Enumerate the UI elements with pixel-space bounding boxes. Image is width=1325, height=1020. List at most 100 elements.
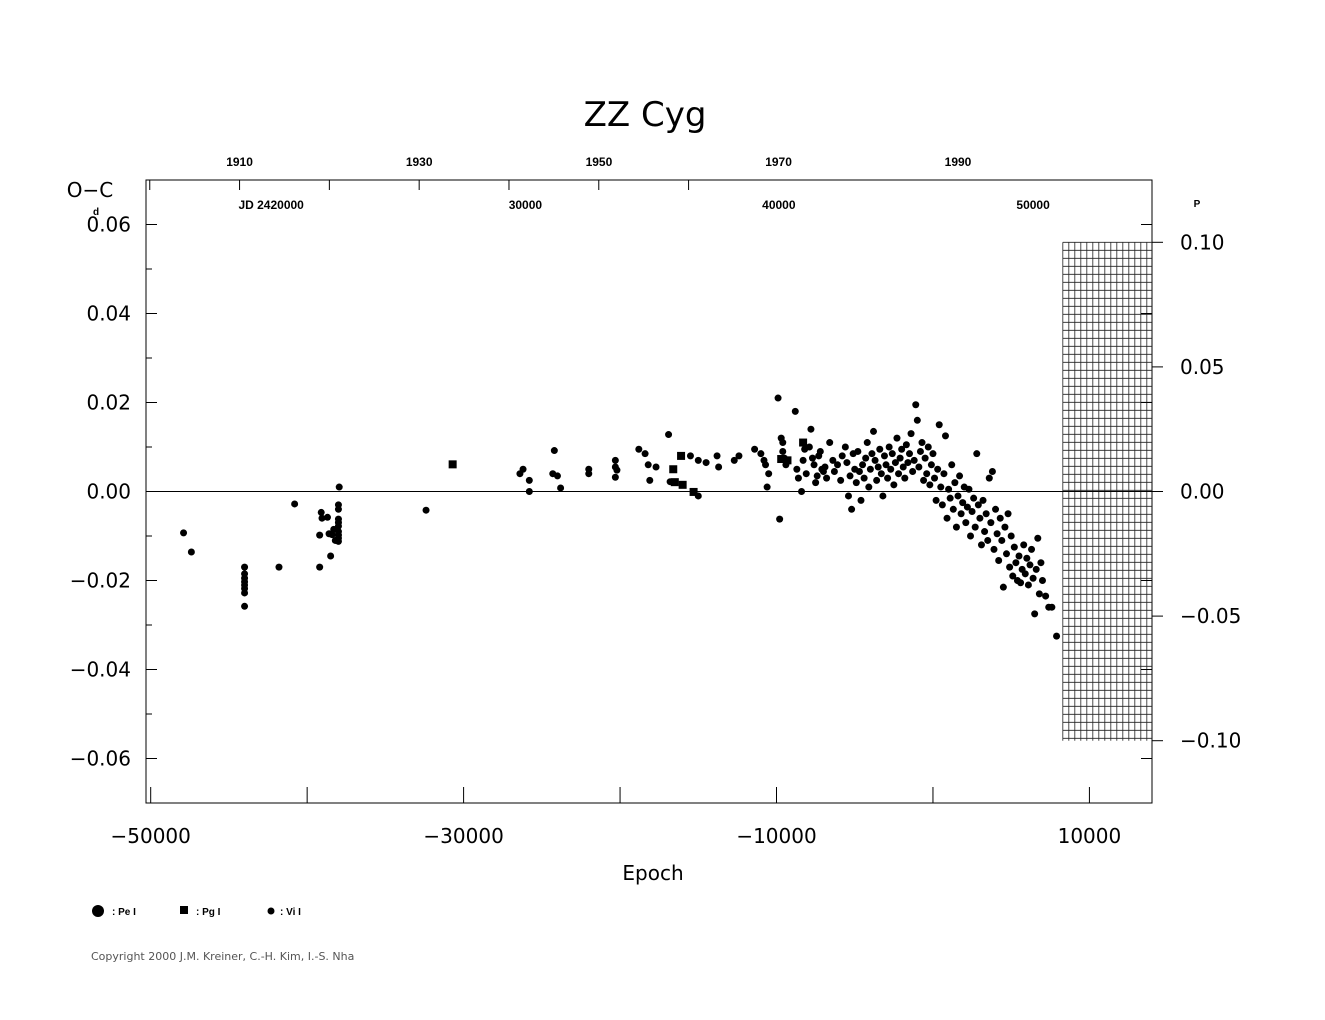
data-point-vi: [927, 461, 935, 469]
data-point-vi: [793, 465, 801, 473]
data-point-vi: [694, 456, 702, 464]
data-point-vi: [891, 459, 899, 467]
data-point-vi: [613, 466, 621, 474]
data-point-vi: [941, 432, 949, 440]
data-point-vi: [909, 467, 917, 475]
right-tick-label: 0.10: [1180, 230, 1225, 254]
data-point-vi: [635, 445, 643, 453]
data-point-vi: [854, 447, 862, 455]
data-point-vi: [843, 459, 851, 467]
data-point-vi: [327, 552, 335, 560]
right-tick-label: −0.10: [1180, 729, 1241, 753]
data-point-vi: [1042, 592, 1050, 600]
data-point-vi: [762, 461, 770, 469]
data-point-vi: [550, 447, 558, 455]
data-point-vi: [323, 513, 331, 521]
legend-marker-pe: [92, 905, 104, 917]
y-tick-label: −0.02: [70, 569, 131, 593]
y-axis-label: O−C: [67, 178, 113, 202]
data-point-vi: [328, 531, 336, 539]
data-point-vi: [765, 470, 773, 478]
data-point-vi: [1001, 523, 1009, 531]
data-point-pg: [670, 478, 679, 487]
data-point-vi: [1004, 510, 1012, 518]
data-point-vi: [863, 439, 871, 447]
data-point-vi: [979, 496, 987, 504]
data-point-vi: [611, 473, 619, 481]
data-point-vi: [1010, 543, 1018, 551]
data-point-vi: [751, 445, 759, 453]
data-point-vi: [956, 472, 964, 480]
data-point-vi: [611, 456, 619, 464]
data-point-vi: [525, 476, 533, 484]
data-point-vi: [888, 450, 896, 458]
data-point-vi: [735, 452, 743, 460]
data-point-vi: [937, 483, 945, 491]
data-point-vi: [644, 461, 652, 469]
legend-label-vi: : Vi I: [280, 907, 301, 918]
data-point-vi: [1024, 581, 1032, 589]
data-point-vi: [987, 519, 995, 527]
year-tick-label: 1950: [586, 155, 613, 169]
data-point-vi: [876, 445, 884, 453]
right-tick-label: −0.05: [1180, 604, 1241, 628]
data-point-vi: [837, 476, 845, 484]
data-point-vi: [963, 503, 971, 511]
data-point-vi: [852, 479, 860, 487]
data-point-vi: [275, 563, 283, 571]
data-point-vi: [805, 443, 813, 451]
data-point-vi: [241, 589, 249, 597]
data-point-vi: [976, 514, 984, 522]
data-point-vi: [945, 485, 953, 493]
right-tick-label: 0.05: [1180, 355, 1225, 379]
y-tick-label: 0.04: [86, 302, 131, 326]
data-point-vi: [982, 510, 990, 518]
data-point-vi: [907, 430, 915, 438]
data-point-vi: [335, 483, 343, 491]
data-point-vi: [1020, 541, 1028, 549]
data-point-vi: [962, 519, 970, 527]
data-point-vi: [932, 496, 940, 504]
jd-tick-label: JD 2420000: [238, 198, 304, 212]
data-point-vi: [984, 536, 992, 544]
data-point-vi: [865, 483, 873, 491]
data-point-vi: [952, 523, 960, 531]
data-point-vi: [779, 439, 787, 447]
data-point-vi: [1048, 603, 1056, 611]
data-point-vi: [884, 474, 892, 482]
data-point-vi: [890, 481, 898, 489]
data-point-vi: [318, 514, 326, 522]
y-axis-unit: d: [93, 207, 99, 218]
data-point-vi: [829, 456, 837, 464]
data-point-vi: [999, 583, 1007, 591]
data-point-vi: [1021, 570, 1029, 578]
jd-tick-label: 50000: [1016, 198, 1050, 212]
data-point-vi: [694, 492, 702, 500]
data-point-vi: [1035, 590, 1043, 598]
data-point-vi: [916, 447, 924, 455]
data-point-vi: [799, 456, 807, 464]
data-point-vi: [757, 450, 765, 458]
data-point-vi: [959, 499, 967, 507]
data-point-vi: [791, 407, 799, 415]
data-point-vi: [763, 483, 771, 491]
data-point-vi: [844, 492, 852, 500]
x-tick-label: −50000: [110, 824, 190, 848]
data-point-vi: [967, 532, 975, 540]
data-point-vi: [931, 474, 939, 482]
legend-label-pg: : Pg I: [196, 907, 221, 918]
data-point-vi: [1031, 610, 1039, 618]
data-point-vi: [816, 447, 824, 455]
data-point-vi: [826, 439, 834, 447]
data-point-vi: [782, 461, 790, 469]
data-point-vi: [585, 470, 593, 478]
data-point-vi: [780, 454, 788, 462]
data-point-vi: [813, 472, 821, 480]
axes-ticks: −0.06 −0.04 −0.02 0.00 0.02 0.04 0.06 −0.10 −0.0…: [70, 155, 1242, 848]
data-point-vi: [968, 508, 976, 516]
data-point-vi: [1026, 561, 1034, 569]
data-point-vi: [988, 467, 996, 475]
data-point-vi: [652, 463, 660, 471]
data-point-vi: [317, 508, 325, 516]
